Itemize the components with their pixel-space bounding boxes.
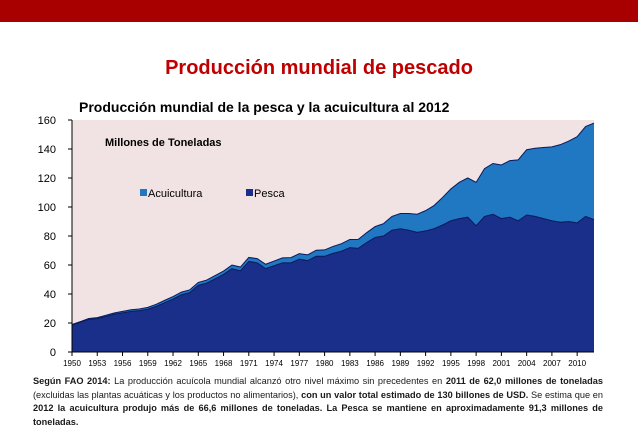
x-tick-label: 1953 (88, 359, 106, 368)
line-total (71, 122, 595, 325)
line-pesca (71, 213, 595, 326)
y-tick-label: 160 (38, 115, 56, 127)
x-tick-label: 2004 (518, 359, 536, 368)
x-tick-label: 1989 (391, 359, 409, 368)
x-tick-label: 1995 (442, 359, 460, 368)
y-tick-label: 140 (38, 144, 56, 156)
y-tick-label: 60 (44, 260, 56, 272)
legend-label-pesca: Pesca (254, 188, 285, 200)
y-tick-label: 80 (44, 231, 56, 243)
x-tick-label: 2010 (568, 359, 586, 368)
footnote-text-1: La producción acuícola mundial alcanzó o… (110, 376, 446, 386)
x-tick-label: 1956 (114, 359, 132, 368)
x-tick-label: 2007 (543, 359, 561, 368)
y-tick-label: 120 (38, 173, 56, 185)
area-pesca (72, 214, 594, 352)
footnote-bold-2: con un valor total estimado de 130 billo… (301, 389, 529, 400)
y-tick-label: 0 (50, 347, 56, 359)
footnote-text-3: Se estima que en (528, 389, 603, 400)
x-tick-label: 1965 (189, 359, 207, 368)
footnote: Según FAO 2014: La producción acuícola m… (33, 375, 603, 429)
chart-title: Producción mundial de la pesca y la acui… (79, 99, 450, 115)
fish-production-chart: 0 20 40 60 80 100 120 140 160 1950 1953 1956 1959 196… (38, 99, 595, 368)
x-tick-label: 1977 (290, 359, 308, 368)
x-tick-label: 1959 (139, 359, 157, 368)
footnote-bold-3: 2012 la acuicultura produjo más de 66,6 … (33, 403, 603, 427)
x-tick-label: 1998 (467, 359, 485, 368)
y-tick-label: 100 (38, 202, 56, 214)
x-tick-label: 1971 (240, 359, 258, 368)
x-tick-label: 1980 (316, 359, 334, 368)
x-tick-label: 1962 (164, 359, 182, 368)
x-tick-label: 1983 (341, 359, 359, 368)
legend-swatch-acuicultura (140, 189, 147, 196)
top-accent-bar (0, 0, 638, 22)
x-tick-label: 1968 (215, 359, 233, 368)
x-tick-label: 1950 (63, 359, 81, 368)
footnote-text-2: (excluidas las plantas acuáticas y los p… (33, 389, 302, 400)
footnote-lead: Según FAO 2014: (33, 376, 111, 386)
footnote-bold-1: 2011 de 62,0 millones de toneladas (445, 376, 603, 386)
slide-title: Producción mundial de pescado (165, 57, 473, 79)
legend-label-acuicultura: Acuicultura (148, 188, 203, 200)
x-tick-label: 1986 (366, 359, 384, 368)
legend-swatch-pesca (246, 189, 253, 196)
x-tick-label: 1974 (265, 359, 283, 368)
x-tick-label: 1992 (417, 359, 435, 368)
chart-subtitle: Millones de Toneladas (105, 137, 222, 149)
y-tick-label: 40 (44, 289, 56, 301)
x-tick-label: 2001 (492, 359, 510, 368)
y-tick-label: 20 (44, 318, 56, 330)
